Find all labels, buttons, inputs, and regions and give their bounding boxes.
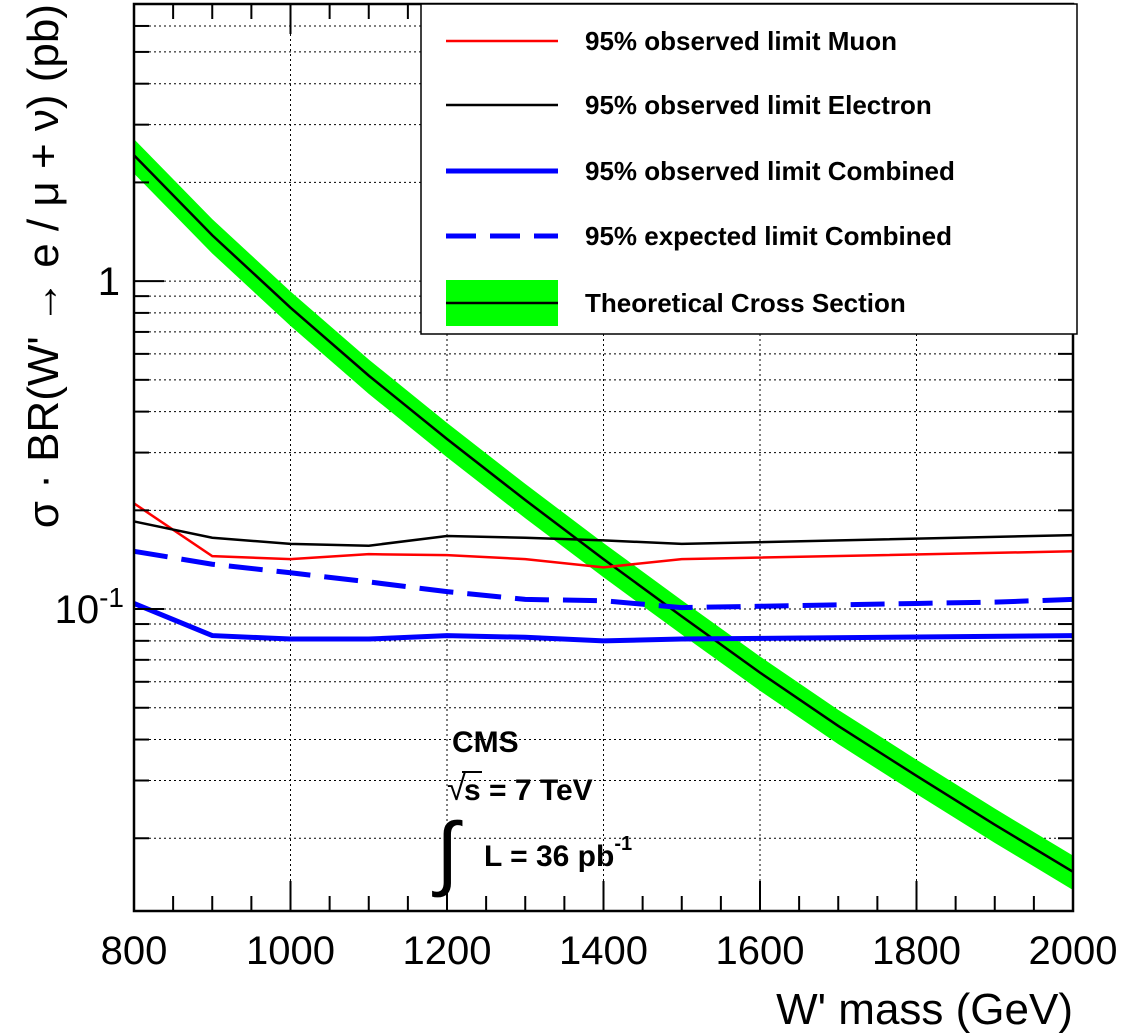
legend-label: 95% observed limit Electron [585,90,932,120]
legend-label: 95% expected limit Combined [585,221,952,251]
series-line-3 [133,548,1074,611]
legend: 95% observed limit Muon 95% observed limi… [420,3,1078,335]
experiment-label: CMS [452,726,519,759]
series-line-0 [133,502,1074,569]
lumi-label: L = 36 pb-1 [484,833,632,873]
integral-symbol: ∫ [432,807,463,898]
energy-label: s = 7 TeV [464,774,593,807]
x-tick-label: 1600 [716,929,805,973]
x-tick-label: 1200 [403,929,492,973]
series-line-2 [133,601,1074,644]
y-axis-title: σ · BR(W' → e / μ + ν) (pb) [19,4,68,528]
x-tick-label: 1000 [246,929,335,973]
y-tick-label: 10-1 [55,582,124,632]
axes: 800 1000 1200 1400 1600 1800 2000 1 10-1 W' mass … [19,2,1118,1034]
legend-label: Theoretical Cross Section [585,288,906,318]
x-tick-label: 1800 [872,929,961,973]
x-tick-label: 1400 [559,929,648,973]
x-axis-title: W' mass (GeV) [776,985,1073,1034]
series-layer [133,502,1074,644]
sqrt-symbol: √ [447,770,466,808]
y-tick-label: 1 [98,260,120,304]
theory-band-layer [133,139,1074,891]
x-tick-label: 2000 [1029,929,1118,973]
legend-label: 95% observed limit Combined [585,156,955,186]
annotations: CMS √ s = 7 TeV ∫ L = 36 pb-1 [432,726,632,898]
x-tick-label: 800 [101,929,168,973]
series-line-theory [133,154,1074,873]
series-line-1 [133,520,1074,547]
legend-label: 95% observed limit Muon [585,26,897,56]
